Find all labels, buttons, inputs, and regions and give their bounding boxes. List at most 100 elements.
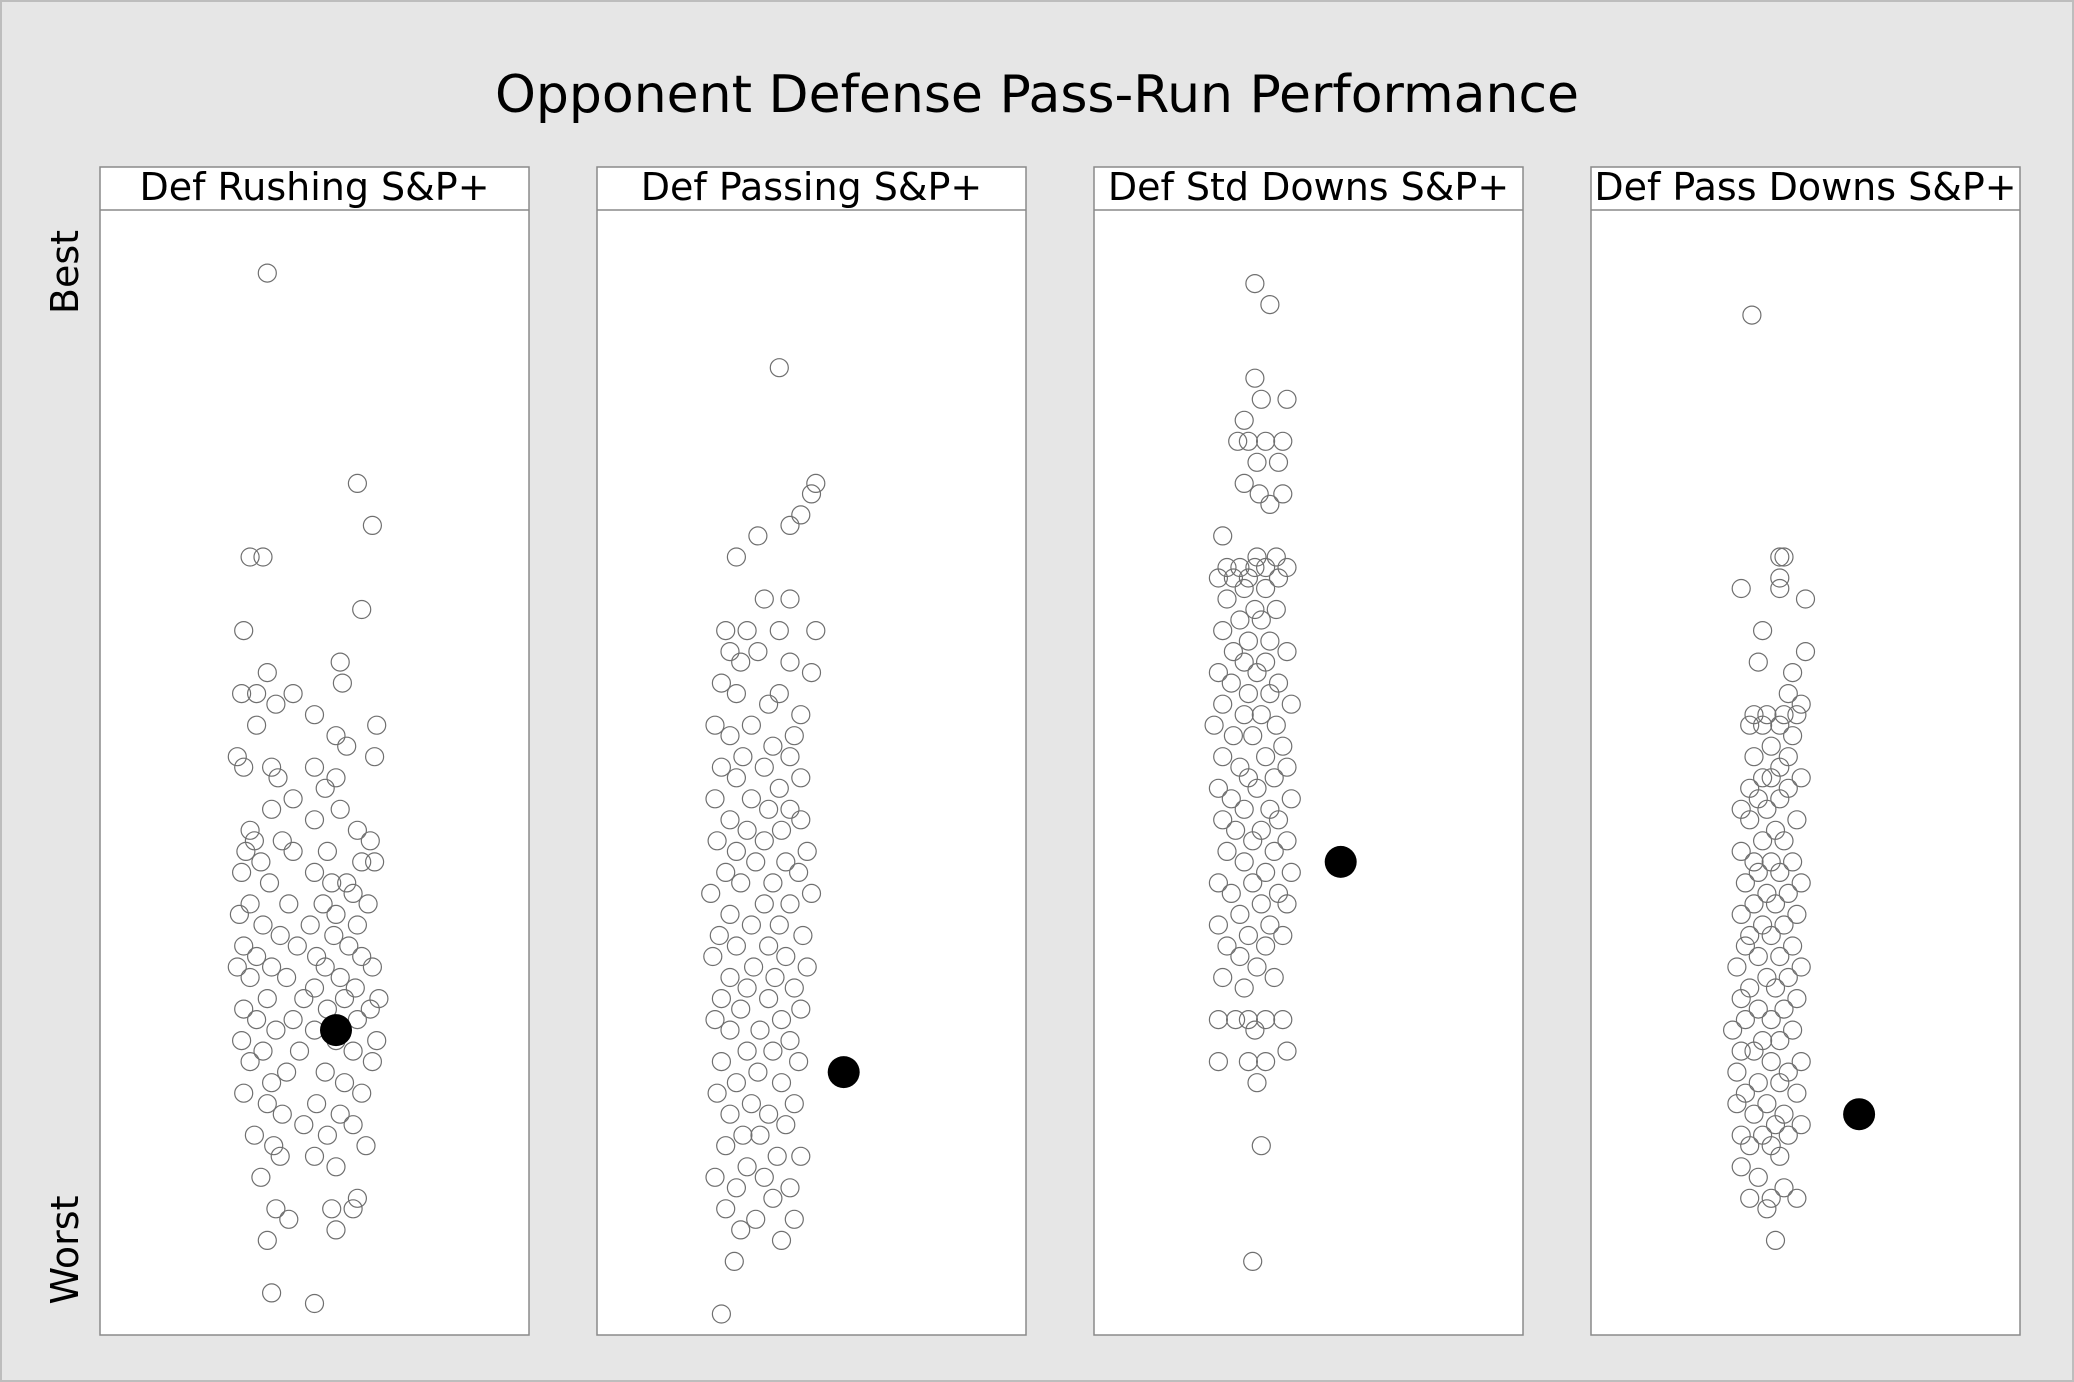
data-point: [347, 915, 367, 935]
data-point: [315, 778, 335, 798]
data-point: [1234, 652, 1254, 672]
data-point: [240, 1051, 260, 1072]
data-point: [257, 988, 277, 1009]
data-point: [1247, 452, 1267, 472]
data-point: [234, 620, 254, 641]
data-point: [262, 1073, 282, 1093]
data-point: [707, 831, 727, 851]
data-point: [1213, 747, 1233, 767]
data-point: [257, 263, 277, 283]
data-point: [1255, 862, 1276, 883]
data-point: [232, 683, 252, 704]
data-point: [758, 694, 779, 714]
data-point: [1765, 1230, 1786, 1251]
data-point: [1795, 641, 1816, 662]
data-point: [1752, 768, 1773, 788]
data-point: [352, 599, 372, 620]
data-point: [776, 852, 796, 872]
data-point: [315, 1062, 335, 1082]
data-point: [806, 473, 826, 493]
data-point: [283, 1009, 303, 1030]
panel-3: Def Std Downs S&P+: [1093, 165, 1524, 1336]
data-point: [343, 883, 363, 904]
data-point: [343, 1199, 363, 1219]
data-point: [339, 936, 359, 956]
data-point: [720, 810, 740, 830]
panels-group: Def Rushing S&P+ Def Passing S&P+ Def Std …: [99, 165, 2021, 1336]
data-point: [247, 683, 267, 704]
data-point: [726, 683, 747, 704]
data-point: [332, 673, 352, 693]
data-point: [1273, 431, 1293, 451]
data-point: [1245, 599, 1265, 620]
data-point: [1208, 1051, 1229, 1072]
data-point: [1744, 852, 1764, 872]
panel-label: Def Passing S&P+: [641, 165, 983, 209]
data-point: [294, 988, 314, 1009]
data-point: [294, 1115, 314, 1135]
data-point: [257, 1230, 277, 1251]
data-point: [731, 1220, 751, 1240]
data-point: [1255, 936, 1276, 956]
data-point: [1770, 547, 1790, 567]
data-point: [1752, 715, 1773, 735]
data-point: [1238, 925, 1259, 946]
data-point: [1255, 747, 1276, 767]
data-point: [304, 862, 325, 883]
data-point: [1234, 473, 1254, 493]
data-point: [720, 1020, 740, 1040]
data-point: [266, 1020, 286, 1040]
data-point: [1238, 683, 1259, 704]
data-point: [1744, 747, 1764, 767]
data-point: [270, 925, 290, 946]
data-point: [754, 757, 774, 777]
data-point: [1742, 305, 1762, 325]
data-point: [703, 946, 723, 967]
data-point: [1782, 726, 1803, 746]
data-point: [1268, 568, 1289, 588]
data-point: [283, 841, 303, 862]
data-point: [763, 1041, 783, 1061]
data-point: [347, 473, 367, 493]
data-point: [362, 515, 382, 536]
data-point: [1740, 925, 1760, 946]
data-point: [360, 831, 380, 851]
data-point: [262, 957, 282, 977]
data-point: [1787, 988, 1807, 1009]
data-point: [1787, 904, 1807, 925]
data-point: [1791, 768, 1811, 788]
data-point: [711, 1051, 732, 1072]
data-point: [1765, 1115, 1786, 1135]
data-point: [705, 789, 725, 809]
data-point: [741, 915, 762, 935]
data-point: [758, 936, 779, 956]
data-point: [716, 862, 736, 883]
data-point: [769, 358, 789, 378]
data-point: [758, 988, 779, 1009]
data-point: [765, 967, 785, 988]
data-point: [1264, 768, 1284, 788]
data-point: [1727, 957, 1747, 977]
data-point: [733, 747, 753, 767]
data-point: [322, 1199, 342, 1219]
data-point: [701, 883, 721, 904]
data-point: [1251, 894, 1271, 914]
data-point: [270, 1146, 290, 1166]
data-point: [720, 641, 740, 662]
data-point: [262, 1283, 282, 1303]
data-point: [1234, 978, 1254, 998]
data-point: [1217, 936, 1237, 956]
data-point: [711, 757, 732, 777]
data-point: [726, 841, 747, 862]
data-point: [1266, 599, 1286, 620]
data-point: [1774, 547, 1794, 567]
data-point: [1761, 1051, 1781, 1072]
data-point: [1277, 831, 1297, 851]
data-point: [1245, 1020, 1265, 1040]
data-point: [1722, 1020, 1743, 1040]
data-point: [754, 1167, 774, 1187]
data-point: [1770, 568, 1790, 588]
data-point: [1260, 631, 1280, 651]
data-point: [791, 768, 811, 788]
